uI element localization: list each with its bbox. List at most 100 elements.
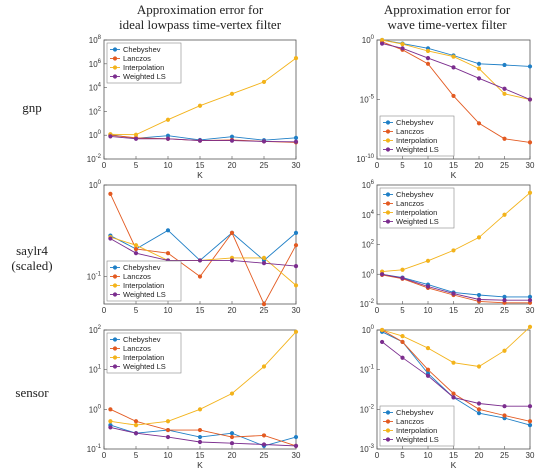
data-point xyxy=(293,434,299,440)
data-point xyxy=(476,76,482,81)
y-tick-label: 106 xyxy=(89,59,102,69)
x-tick-label: 0 xyxy=(102,451,107,460)
legend-entry: Weighted LS xyxy=(123,362,166,371)
data-point xyxy=(425,48,431,54)
data-point xyxy=(229,258,235,263)
data-point xyxy=(380,37,385,43)
data-point xyxy=(527,423,533,428)
data-point xyxy=(261,301,267,307)
x-tick-label: 25 xyxy=(260,306,269,315)
data-point xyxy=(425,61,431,66)
data-point xyxy=(476,292,482,298)
x-tick-label: 25 xyxy=(260,161,269,170)
y-tick-label: 10-1 xyxy=(87,444,102,454)
legend-swatch-marker xyxy=(112,355,118,360)
data-point xyxy=(261,442,267,447)
data-point xyxy=(400,267,405,272)
legend-entry: Weighted LS xyxy=(396,435,439,444)
data-point xyxy=(108,425,113,430)
data-point xyxy=(425,284,431,289)
data-point xyxy=(229,230,235,235)
y-tick-label: 100 xyxy=(362,325,375,335)
y-tick-label: 104 xyxy=(89,83,102,93)
legend-swatch-marker xyxy=(112,265,118,270)
data-point xyxy=(165,434,171,440)
x-tick-label: 5 xyxy=(134,161,139,170)
x-tick-label: 15 xyxy=(449,306,458,315)
series-line xyxy=(110,229,297,262)
data-point xyxy=(527,324,533,329)
data-point xyxy=(165,251,171,256)
data-point xyxy=(197,138,203,143)
data-point xyxy=(293,443,299,448)
x-tick-label: 30 xyxy=(526,451,535,460)
data-point xyxy=(502,404,507,409)
legend-entry: Lanczos xyxy=(396,199,424,208)
legend-swatch-marker xyxy=(385,419,391,424)
col-title-right: Approximation error for wave time-vertex… xyxy=(384,2,511,32)
x-tick-label: 0 xyxy=(375,306,380,315)
y-tick-label: 100 xyxy=(362,35,375,45)
x-tick-label: 10 xyxy=(164,306,173,315)
data-point xyxy=(261,79,267,85)
legend-swatch-marker xyxy=(112,292,118,297)
legend-swatch-marker xyxy=(385,437,391,442)
x-tick-label: 5 xyxy=(400,451,405,460)
legend-entry: Weighted LS xyxy=(396,217,439,226)
chart-5: 0 5 10 15 20 25 30 K 10-1 100 101 102 ChebyshevLancz… xyxy=(87,325,301,470)
x-tick-label: 5 xyxy=(134,306,139,315)
x-tick-label: 15 xyxy=(449,451,458,460)
y-tick-label: 106 xyxy=(362,180,375,190)
data-point xyxy=(261,261,267,266)
legend-entry: Lanczos xyxy=(396,127,424,136)
legend-entry: Chebyshev xyxy=(123,45,161,54)
x-tick-label: 20 xyxy=(228,451,237,460)
data-point xyxy=(400,355,405,360)
data-point xyxy=(502,91,507,96)
chart-6: 0 5 10 15 20 25 30 K 10-3 10-2 10-1 100 ChebyshevLan… xyxy=(360,324,535,470)
legend-entry: Interpolation xyxy=(396,136,437,145)
data-point xyxy=(476,401,482,406)
x-tick-label: 20 xyxy=(475,451,484,460)
data-point xyxy=(165,133,171,138)
data-point xyxy=(133,423,139,428)
legend-entry: Chebyshev xyxy=(123,263,161,272)
x-axis-label: K xyxy=(197,460,203,470)
x-tick-label: 0 xyxy=(375,161,380,170)
col-title-right-line2: wave time-vertex filter xyxy=(387,17,507,32)
series-line xyxy=(110,135,297,143)
data-point xyxy=(476,297,482,302)
x-tick-label: 5 xyxy=(400,161,405,170)
data-point xyxy=(197,427,203,433)
data-point xyxy=(400,339,405,345)
legend-swatch-marker xyxy=(112,47,118,52)
data-point xyxy=(165,427,171,433)
y-tick-label: 108 xyxy=(89,35,102,45)
col-title-left-line2: ideal lowpass time-vertex filter xyxy=(119,17,282,32)
x-tick-label: 15 xyxy=(196,451,205,460)
legend-entry: Chebyshev xyxy=(396,190,434,199)
data-point xyxy=(476,411,482,416)
legend-entry: Lanczos xyxy=(123,54,151,63)
x-tick-label: 20 xyxy=(228,306,237,315)
data-point xyxy=(293,230,299,235)
data-point xyxy=(133,419,139,424)
legend-entry: Chebyshev xyxy=(396,118,434,127)
chart-1: 0 5 10 15 20 25 30 K 10-2 100 102 104 106 108 Chebyshe… xyxy=(87,35,301,180)
x-tick-label: 0 xyxy=(102,306,107,315)
legend-entry: Interpolation xyxy=(123,353,164,362)
data-point xyxy=(527,97,533,102)
row-label-scaled: (scaled) xyxy=(11,258,52,273)
series-line xyxy=(381,341,530,407)
legend-swatch-marker xyxy=(112,74,118,79)
data-point xyxy=(502,294,507,300)
legend-entry: Chebyshev xyxy=(123,335,161,344)
x-tick-label: 20 xyxy=(475,306,484,315)
data-point xyxy=(165,419,171,424)
data-point xyxy=(229,91,235,96)
col-title-left: Approximation error for ideal lowpass ti… xyxy=(119,2,282,32)
data-point xyxy=(261,139,267,144)
x-tick-label: 10 xyxy=(424,306,433,315)
